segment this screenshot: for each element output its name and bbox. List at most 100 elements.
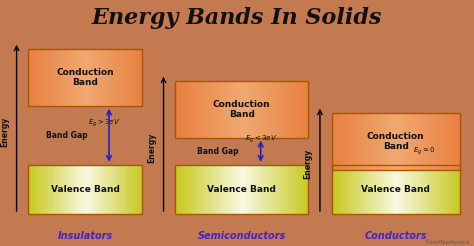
Bar <box>73 49 74 106</box>
Bar <box>386 165 388 214</box>
Bar <box>193 81 196 138</box>
Bar <box>359 165 361 214</box>
Bar <box>111 49 113 106</box>
Bar <box>433 165 435 214</box>
Bar <box>131 165 133 214</box>
Bar <box>53 49 55 106</box>
Bar <box>224 165 226 214</box>
Bar <box>195 165 197 214</box>
Bar <box>107 49 109 106</box>
Bar <box>450 165 452 214</box>
Bar <box>290 165 292 214</box>
Bar <box>129 165 131 214</box>
Bar <box>88 165 90 214</box>
Bar <box>227 165 229 214</box>
Bar <box>341 165 344 214</box>
Bar <box>177 165 179 214</box>
Bar <box>455 165 457 214</box>
Bar <box>92 49 94 106</box>
Bar <box>376 165 379 214</box>
Bar <box>296 81 299 138</box>
Bar <box>237 165 239 214</box>
Bar <box>197 165 199 214</box>
Bar <box>179 165 181 214</box>
Bar <box>265 81 267 138</box>
Bar <box>233 165 236 214</box>
Bar <box>290 81 292 138</box>
Bar <box>341 113 344 170</box>
Bar <box>425 113 427 170</box>
Bar <box>333 113 336 170</box>
Bar <box>446 113 447 170</box>
Bar <box>428 165 430 214</box>
Bar <box>388 113 390 170</box>
Bar <box>413 113 415 170</box>
Bar <box>37 49 39 106</box>
Bar <box>112 165 114 214</box>
Bar <box>337 165 338 214</box>
Bar <box>38 49 40 106</box>
Bar <box>105 49 107 106</box>
Bar <box>367 113 369 170</box>
Bar <box>431 165 433 214</box>
Bar <box>122 49 124 106</box>
Bar <box>283 165 285 214</box>
Bar <box>262 81 264 138</box>
Bar <box>240 165 242 214</box>
Bar <box>195 81 197 138</box>
Bar <box>436 113 438 170</box>
Bar <box>111 165 113 214</box>
Bar <box>394 113 396 170</box>
Bar <box>303 81 305 138</box>
Bar <box>351 165 353 214</box>
Bar <box>228 165 230 214</box>
Bar <box>345 113 346 170</box>
Bar <box>64 165 66 214</box>
Bar <box>440 165 443 214</box>
Bar <box>455 113 457 170</box>
Bar <box>124 49 126 106</box>
Bar <box>202 81 204 138</box>
Bar <box>179 81 181 138</box>
Bar <box>60 165 62 214</box>
Bar <box>458 113 460 170</box>
Bar <box>369 165 371 214</box>
Bar <box>175 165 177 214</box>
Bar <box>43 165 45 214</box>
Bar <box>28 49 30 106</box>
Bar <box>220 81 222 138</box>
Bar <box>70 49 72 106</box>
Bar <box>245 165 247 214</box>
Bar <box>356 165 358 214</box>
Text: Energy: Energy <box>0 117 9 147</box>
Bar <box>286 165 289 214</box>
Bar <box>415 113 417 170</box>
Bar <box>47 49 49 106</box>
Bar <box>295 81 297 138</box>
Bar <box>212 165 214 214</box>
Text: Conduction
Band: Conduction Band <box>213 100 271 119</box>
Bar <box>230 81 232 138</box>
Bar <box>439 165 441 214</box>
Bar <box>60 49 62 106</box>
Bar <box>292 81 293 138</box>
Bar <box>237 81 239 138</box>
Bar <box>81 165 83 214</box>
Bar <box>119 165 121 214</box>
Bar <box>46 49 47 106</box>
Bar <box>209 165 210 214</box>
Bar <box>90 49 91 106</box>
Bar <box>243 81 246 138</box>
Bar <box>275 165 277 214</box>
Bar <box>28 49 142 106</box>
Bar <box>285 165 287 214</box>
Bar <box>456 113 459 170</box>
Bar <box>47 165 49 214</box>
Bar <box>102 49 104 106</box>
Bar <box>388 165 390 214</box>
Bar <box>298 165 301 214</box>
Bar <box>286 81 289 138</box>
Bar <box>117 165 118 214</box>
Bar <box>429 113 431 170</box>
Bar <box>98 165 100 214</box>
